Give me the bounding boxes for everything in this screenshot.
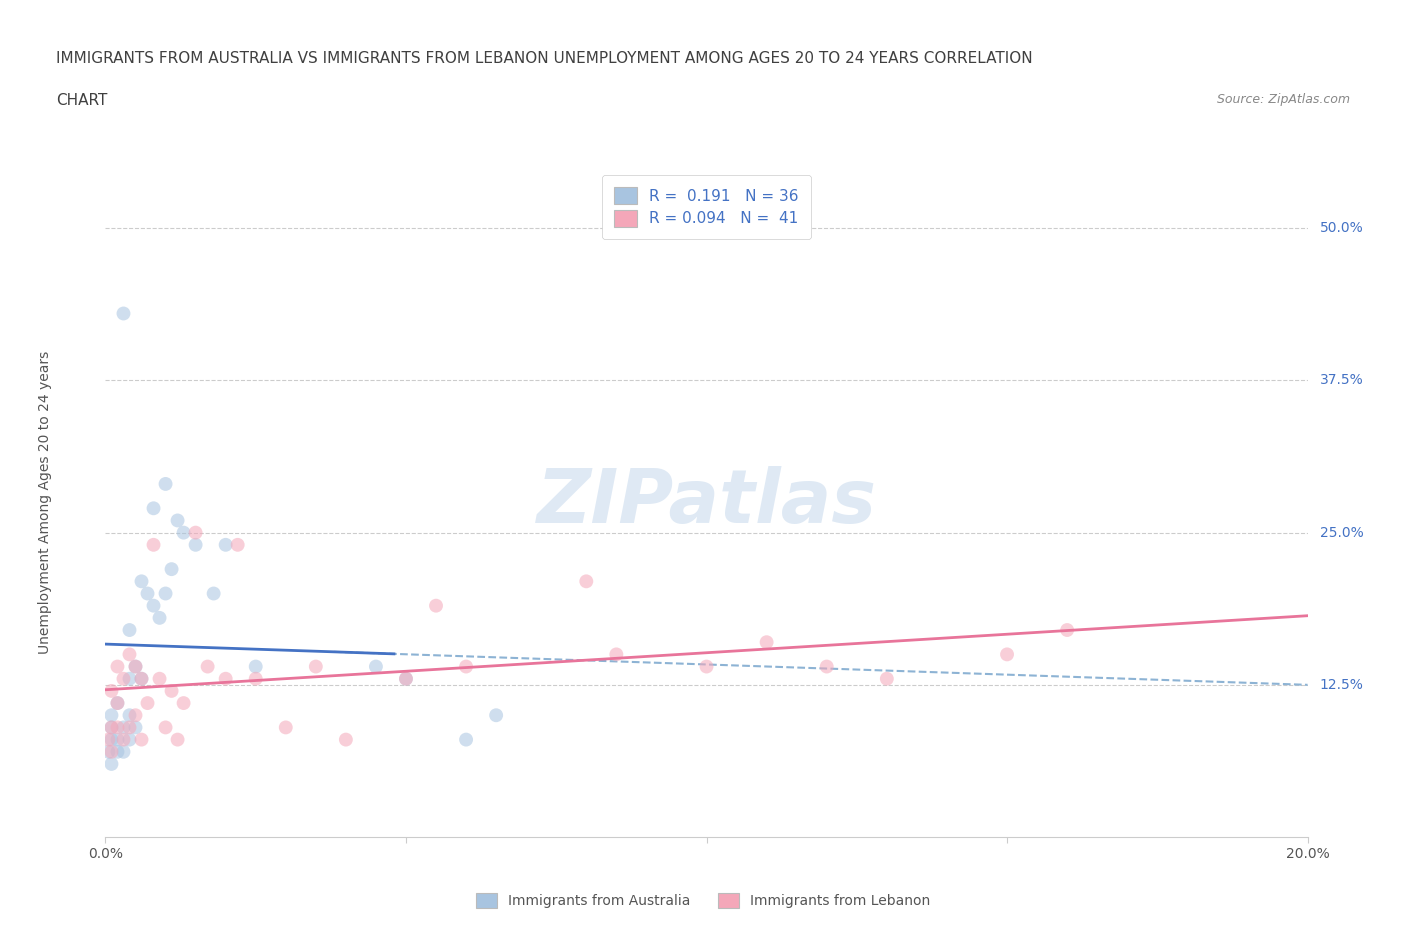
Point [118, 732, 141, 747]
Point [124, 708, 146, 723]
Point [166, 732, 188, 747]
Point [155, 476, 177, 491]
Point [107, 744, 129, 759]
Text: Source: ZipAtlas.com: Source: ZipAtlas.com [1216, 93, 1350, 106]
Point [118, 622, 141, 637]
Point [148, 610, 170, 625]
Point [112, 732, 135, 747]
Text: 12.5%: 12.5% [1320, 678, 1364, 692]
Point [214, 538, 236, 552]
Point [112, 671, 135, 686]
Point [184, 525, 207, 540]
Point [160, 562, 183, 577]
Point [173, 696, 195, 711]
Point [696, 659, 718, 674]
Point [100, 720, 122, 735]
Point [395, 671, 418, 686]
Point [107, 696, 129, 711]
Point [425, 598, 447, 613]
Point [245, 659, 267, 674]
Point [107, 720, 129, 735]
Point [118, 708, 141, 723]
Point [124, 659, 146, 674]
Point [112, 744, 135, 759]
Point [142, 538, 165, 552]
Point [305, 659, 328, 674]
Point [755, 635, 778, 650]
Point [995, 647, 1018, 662]
Point [131, 574, 153, 589]
Point [118, 671, 141, 686]
Point [131, 671, 153, 686]
Point [100, 708, 122, 723]
Point [197, 659, 219, 674]
Point [112, 720, 135, 735]
Point [160, 684, 183, 698]
Point [131, 732, 153, 747]
Point [107, 659, 129, 674]
Point [131, 671, 153, 686]
Point [136, 696, 159, 711]
Point [1056, 622, 1078, 637]
Point [184, 538, 207, 552]
Text: 25.0%: 25.0% [1320, 525, 1364, 539]
Point [605, 647, 627, 662]
Point [100, 720, 122, 735]
Legend: Immigrants from Australia, Immigrants from Lebanon: Immigrants from Australia, Immigrants fr… [470, 887, 936, 914]
Point [124, 659, 146, 674]
Text: IMMIGRANTS FROM AUSTRALIA VS IMMIGRANTS FROM LEBANON UNEMPLOYMENT AMONG AGES 20 : IMMIGRANTS FROM AUSTRALIA VS IMMIGRANTS … [56, 51, 1033, 66]
Point [815, 659, 838, 674]
Point [148, 671, 170, 686]
Point [454, 732, 477, 747]
Point [155, 720, 177, 735]
Point [876, 671, 898, 686]
Text: CHART: CHART [56, 93, 108, 108]
Point [100, 756, 122, 771]
Point [107, 732, 129, 747]
Point [166, 513, 188, 528]
Point [173, 525, 195, 540]
Point [118, 720, 141, 735]
Point [454, 659, 477, 674]
Point [155, 586, 177, 601]
Point [97, 744, 120, 759]
Point [142, 598, 165, 613]
Point [100, 732, 122, 747]
Point [124, 720, 146, 735]
Point [100, 744, 122, 759]
Point [274, 720, 297, 735]
Point [485, 708, 508, 723]
Text: ZIPatlas: ZIPatlas [537, 466, 876, 538]
Point [100, 684, 122, 698]
Point [136, 586, 159, 601]
Point [214, 671, 236, 686]
Point [202, 586, 225, 601]
Point [118, 647, 141, 662]
Point [142, 501, 165, 516]
Point [395, 671, 418, 686]
Text: 37.5%: 37.5% [1320, 374, 1364, 388]
Point [575, 574, 598, 589]
Legend: R =  0.191   N = 36, R = 0.094   N =  41: R = 0.191 N = 36, R = 0.094 N = 41 [602, 175, 811, 239]
Text: 50.0%: 50.0% [1320, 221, 1364, 235]
Text: Unemployment Among Ages 20 to 24 years: Unemployment Among Ages 20 to 24 years [38, 351, 52, 654]
Point [226, 538, 249, 552]
Point [107, 696, 129, 711]
Point [335, 732, 357, 747]
Point [112, 306, 135, 321]
Point [97, 732, 120, 747]
Point [245, 671, 267, 686]
Point [364, 659, 387, 674]
